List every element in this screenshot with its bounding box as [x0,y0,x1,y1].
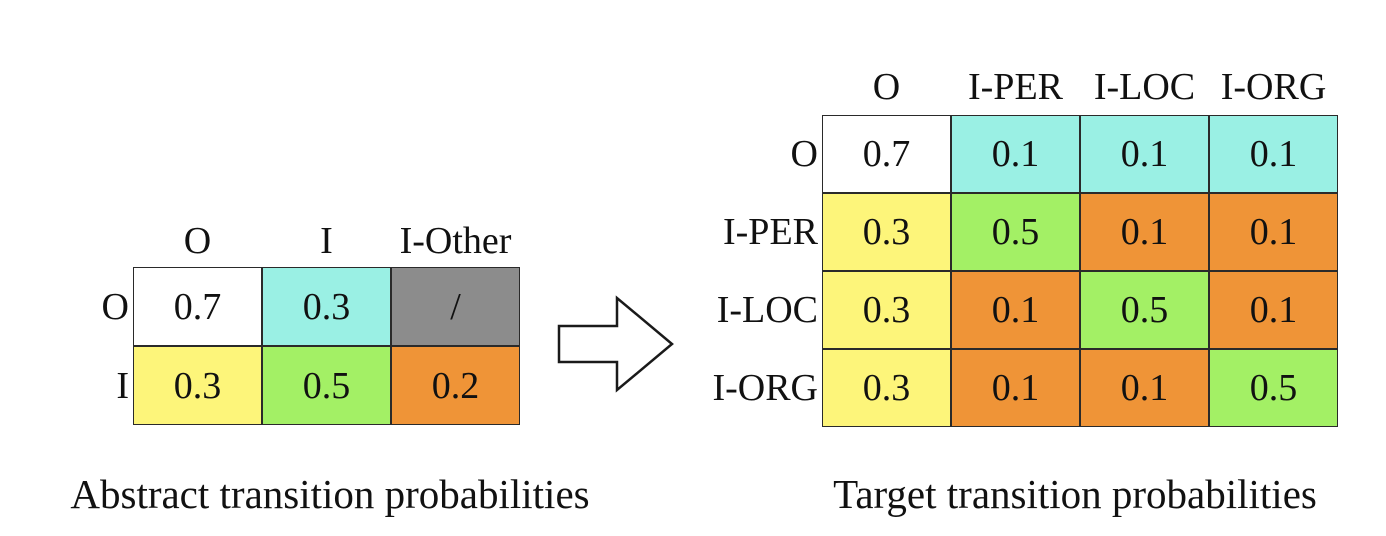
target-row-label: I-ORG [712,367,818,409]
target-caption: Target transition probabilities [833,471,1317,517]
target-col-label: O [872,66,901,108]
target-cell: 0.3 [822,349,951,427]
right-arrow-icon [557,295,674,393]
target-col-label: I-LOC [1093,66,1196,108]
abstract-cell: 0.7 [133,267,262,346]
target-row-label: I-PER [723,211,818,253]
target-col-label: I-PER [968,66,1063,108]
abstract-col-label: O [183,220,212,262]
target-cell: 0.1 [1080,193,1209,271]
abstract-row-label: I [116,364,129,407]
target-cell: 0.1 [1209,271,1338,349]
abstract-caption: Abstract transition probabilities [70,471,590,517]
target-cell: 0.3 [822,193,951,271]
abstract-cell: 0.5 [262,346,391,425]
target-col-label: I-ORG [1220,66,1327,108]
target-cell: 0.5 [1080,271,1209,349]
abstract-matrix: 0.7 0.3/0.3 0.5 0.2 [133,267,520,425]
abstract-cell: 0.3 [133,346,262,425]
target-cell: 0.1 [1080,349,1209,427]
target-row-label: I-LOC [716,289,818,331]
target-cell: 0.1 [951,271,1080,349]
target-cell: 0.3 [822,271,951,349]
abstract-col-label: I-Other [399,220,512,262]
target-cell: 0.1 [951,115,1080,193]
target-matrix: 0.7 0.1 0.1 0.1 0.3 0.5 0.1 0.1 0.3 0.1 0.5 0.1 0.3 0… [822,115,1338,427]
abstract-col-label: I [320,220,333,262]
target-cell: 0.1 [951,349,1080,427]
target-cell: 0.1 [1080,115,1209,193]
target-cell: 0.1 [1209,115,1338,193]
abstract-row-label: O [101,285,129,328]
target-row-label: O [790,133,818,175]
target-cell: 0.1 [1209,193,1338,271]
target-cell: 0.7 [822,115,951,193]
target-cell: 0.5 [1209,349,1338,427]
abstract-cell: / [391,267,520,346]
abstract-cell: 0.2 [391,346,520,425]
target-cell: 0.5 [951,193,1080,271]
abstract-cell: 0.3 [262,267,391,346]
